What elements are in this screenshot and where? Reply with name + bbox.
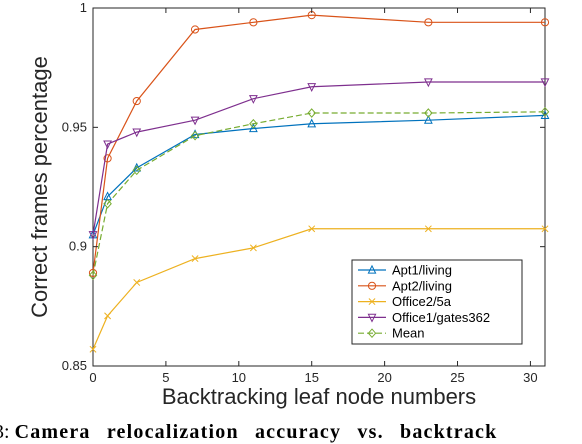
legend-swatch-marker [367, 281, 377, 290]
data-point [103, 140, 112, 150]
legend-label: Apt2/living [392, 278, 452, 293]
data-point [307, 83, 317, 92]
series-line [92, 114, 546, 235]
y-tick-label: 1 [80, 0, 87, 15]
data-point [248, 123, 258, 133]
data-point [190, 130, 200, 141]
axes-layer: 0 5 10 15 20 25 30 0.85 0.9 0.95 1 [62, 0, 545, 385]
legend: Apt1/livingApt2/livingOffice2/5aOffice1/… [351, 259, 523, 345]
data-point [424, 108, 433, 118]
data-point [423, 114, 433, 124]
data-point [541, 225, 549, 233]
data-point [308, 225, 316, 233]
data-point [424, 18, 433, 27]
data-point [104, 312, 112, 320]
y-tick-label: 0.95 [62, 119, 87, 134]
x-tick-label: 0 [89, 370, 96, 385]
data-point [132, 96, 141, 106]
data-point [132, 128, 142, 138]
data-point [249, 18, 258, 27]
data-point [132, 165, 142, 176]
series-line [92, 228, 545, 350]
line-chart: 0 5 10 15 20 25 30 0.85 0.9 0.95 1 Backtracking le… [27, 0, 550, 409]
data-point [190, 116, 200, 126]
legend-label: Mean [392, 326, 425, 341]
data-point [132, 162, 142, 172]
legend-label: Office2/5a [392, 294, 452, 309]
data-point [307, 108, 316, 118]
legend-swatch-marker [368, 298, 376, 306]
data-point [88, 270, 98, 281]
legend-swatch-marker [367, 313, 377, 323]
data-point [133, 279, 141, 286]
data-point [89, 345, 97, 353]
legend-label: Office1/gates362 [392, 310, 490, 325]
series-line [92, 14, 545, 273]
series-office2-5a [89, 225, 549, 353]
legend-label: Apt1/living [392, 263, 452, 278]
x-tick-label: 15 [304, 370, 318, 385]
x-tick-label: 30 [523, 370, 537, 385]
figure-caption: 3: Camera relocalization accuracy vs. ba… [0, 420, 582, 444]
data-point [88, 231, 98, 240]
data-point [191, 255, 199, 263]
series-office1-gates362 [88, 78, 550, 240]
legend-swatch-marker [367, 264, 377, 274]
x-tick-label: 25 [450, 370, 464, 385]
x-tick-label: 20 [377, 370, 391, 385]
data-point [103, 154, 112, 163]
caption-text: Camera relocalization accuracy vs. backt… [14, 421, 498, 443]
data-point [540, 78, 550, 88]
data-point [190, 25, 200, 34]
series-mean [88, 106, 550, 281]
data-point [424, 225, 432, 233]
series-layer [88, 11, 550, 353]
data-point [249, 118, 258, 129]
series-line [92, 111, 546, 276]
data-point [249, 244, 257, 252]
caption-number: 3: [0, 421, 10, 443]
y-tick-label: 0.9 [69, 239, 87, 254]
y-axis-label: Correct frames percentage [27, 56, 52, 318]
legend-swatch-marker [367, 328, 377, 339]
data-point [540, 106, 550, 117]
y-tick-label: 0.85 [62, 358, 87, 373]
x-tick-label: 5 [162, 370, 169, 385]
data-point [423, 78, 433, 88]
data-point [540, 18, 550, 27]
x-tick-label: 10 [232, 370, 246, 385]
data-point [88, 268, 98, 278]
series-line [92, 81, 545, 235]
x-axis-label: Backtracking leaf node numbers [162, 384, 476, 409]
data-point [540, 110, 550, 119]
data-point [307, 118, 317, 128]
data-point [248, 95, 258, 104]
data-point [103, 198, 112, 209]
